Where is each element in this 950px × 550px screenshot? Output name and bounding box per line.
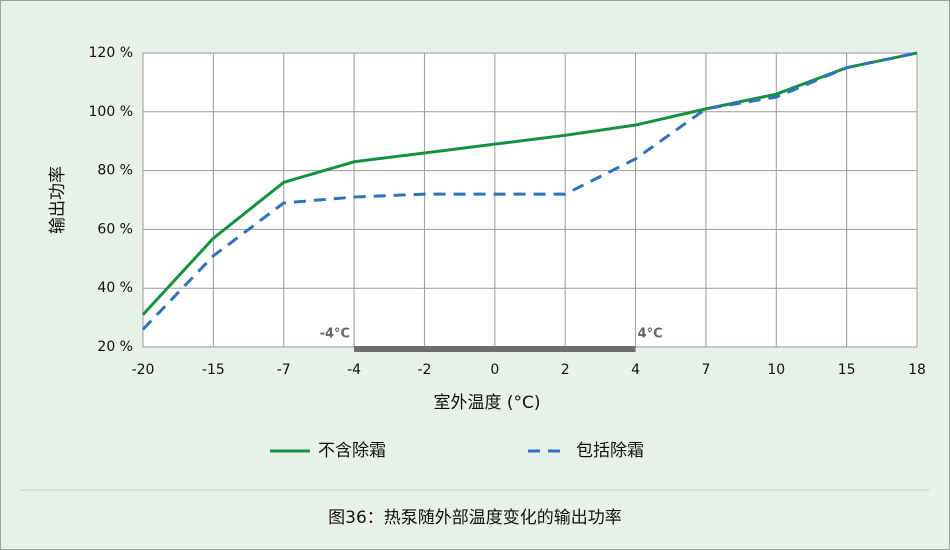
x-tick-label: 2 <box>561 362 570 378</box>
plot-area <box>143 53 917 347</box>
x-tick-label: -7 <box>277 362 291 378</box>
legend-label: 包括除霜 <box>576 441 644 461</box>
legend-label: 不含除霜 <box>318 441 386 461</box>
x-tick-label: -2 <box>417 362 431 378</box>
x-tick-label: 15 <box>838 362 856 378</box>
x-tick-label: -15 <box>202 362 225 378</box>
x-tick-label: 0 <box>490 362 499 378</box>
x-tick-label: 18 <box>908 362 926 378</box>
y-tick-label: 80 % <box>97 163 133 179</box>
y-axis-label: 输出功率 <box>48 166 68 234</box>
x-axis-label: 室外温度 (°C) <box>433 393 540 413</box>
x-tick-label: -20 <box>132 362 155 378</box>
annotation: -4°C <box>320 327 350 342</box>
x-tick-label: 4 <box>631 362 640 378</box>
y-tick-label: 60 % <box>97 221 133 237</box>
x-tick-label: 10 <box>767 362 785 378</box>
x-tick-label: -4 <box>347 362 361 378</box>
y-tick-label: 120 % <box>89 45 133 61</box>
caption: 图36：热泵随外部温度变化的输出功率 <box>328 508 622 528</box>
y-tick-label: 40 % <box>97 280 133 296</box>
x-tick-label: 7 <box>701 362 710 378</box>
annotation: 4°C <box>638 327 663 342</box>
line <box>141 51 918 331</box>
y-tick-label: 20 % <box>97 339 133 355</box>
line <box>141 51 918 316</box>
y-tick-label: 100 % <box>89 104 133 120</box>
